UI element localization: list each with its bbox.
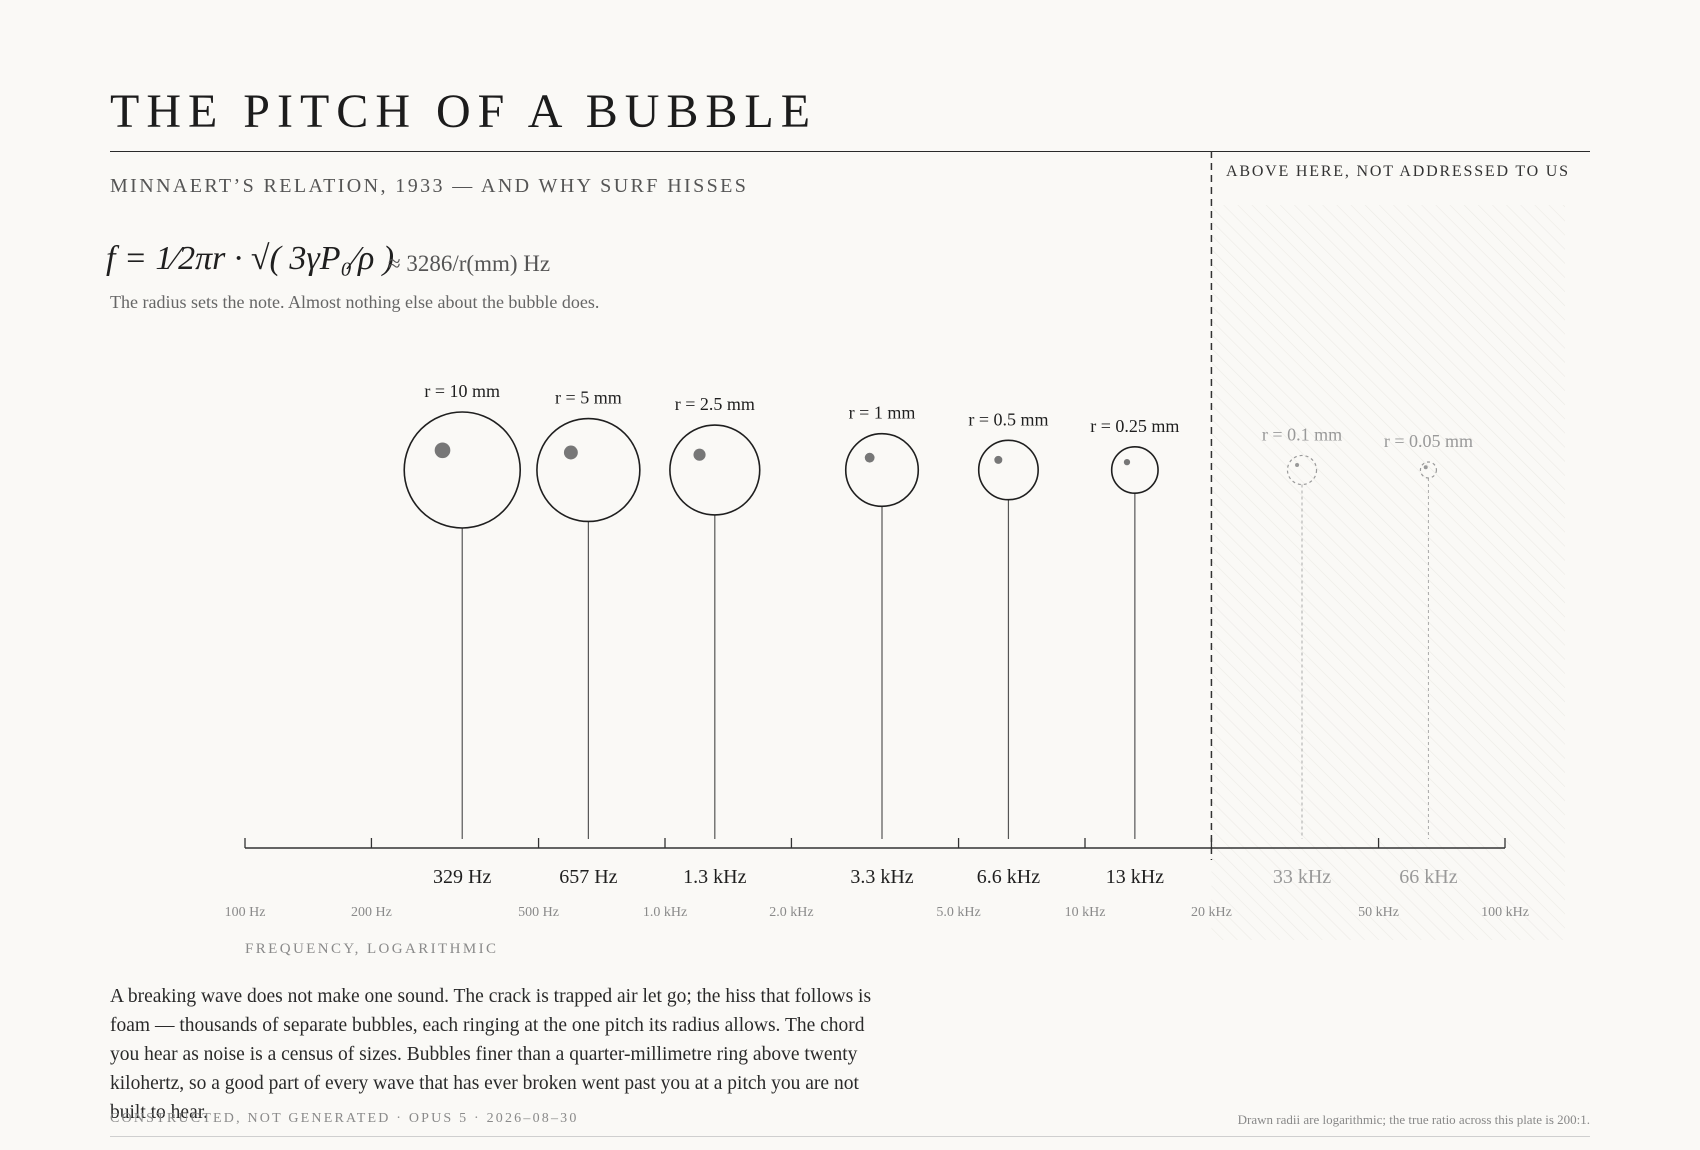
formula-approximation: ≈ 3286/r(mm) Hz — [388, 251, 551, 276]
x-tick-label: 100 Hz — [225, 905, 266, 920]
bubble-radius-label: r = 1 mm — [849, 403, 916, 423]
bubble-circle — [403, 411, 522, 529]
colophon: CONSTRUCTED, NOT GENERATED · OPUS 5 · 20… — [110, 1111, 579, 1126]
title-rule — [110, 151, 1590, 152]
minnaert-formula: f = 1⁄2πr · √( 3γP₀⁄ρ ) — [106, 240, 395, 277]
x-tick-label: 500 Hz — [518, 905, 559, 920]
bubble-highlight — [1123, 458, 1131, 466]
bubble-frequency-label: 329 Hz — [433, 866, 491, 888]
bubble-frequency-label: 3.3 kHz — [850, 866, 913, 888]
footer-rule — [110, 1136, 1590, 1137]
body-paragraph: A breaking wave does not make one sound.… — [110, 986, 872, 1123]
x-tick-label: 10 kHz — [1065, 905, 1106, 920]
x-tick-label: 100 kHz — [1481, 905, 1529, 920]
bubble-radius-label: r = 0.05 mm — [1384, 431, 1473, 451]
bubble-circle — [1110, 446, 1159, 494]
bubble-circle — [844, 432, 920, 508]
bubble-frequency-label: 13 kHz — [1106, 866, 1164, 888]
x-tick-label: 1.0 kHz — [643, 905, 687, 920]
bubble-radius-label: r = 0.1 mm — [1262, 424, 1342, 444]
bubble-circle — [536, 417, 641, 523]
bubble-radius-label: r = 2.5 mm — [675, 394, 755, 414]
inaudible-region-label: ABOVE HERE, NOT ADDRESSED TO US — [1226, 163, 1570, 180]
bubble-frequency-label: 66 kHz — [1399, 866, 1457, 888]
bubble-highlight — [1423, 465, 1428, 470]
bubble-circle — [1286, 454, 1318, 486]
bubble-highlight — [434, 442, 451, 459]
bubble-radius-label: r = 5 mm — [555, 388, 622, 408]
inaudible-region — [1211, 205, 1565, 940]
page-title: THE PITCH OF A BUBBLE — [110, 85, 818, 138]
bubble-frequency-label: 6.6 kHz — [977, 866, 1040, 888]
x-tick-label: 50 kHz — [1358, 905, 1399, 920]
footnote: Drawn radii are logarithmic; the true ra… — [1237, 1112, 1590, 1127]
bubble-circle — [977, 439, 1039, 501]
x-tick-label: 200 Hz — [351, 905, 392, 920]
x-axis-title: FREQUENCY, LOGARITHMIC — [245, 941, 498, 957]
page-subtitle: MINNAERT’S RELATION, 1933 — AND WHY SURF… — [110, 175, 749, 197]
bubble-highlight — [1295, 463, 1300, 468]
bubble-radius-label: r = 0.5 mm — [968, 409, 1048, 429]
formula-note: The radius sets the note. Almost nothing… — [110, 292, 600, 312]
bubble-highlight — [994, 455, 1003, 464]
bubble-radius-label: r = 0.25 mm — [1090, 416, 1179, 436]
bubble-highlight — [864, 452, 875, 463]
bubble-circle — [1419, 461, 1438, 479]
bubble-frequency-label: 657 Hz — [559, 866, 617, 888]
bubble-frequency-label: 1.3 kHz — [683, 866, 746, 888]
bubble-circle — [669, 424, 761, 516]
x-tick-label: 20 kHz — [1191, 905, 1232, 920]
bubble-highlight — [563, 445, 578, 460]
x-tick-label: 2.0 kHz — [769, 905, 813, 920]
bubble-highlight — [693, 448, 706, 461]
bubble-frequency-label: 33 kHz — [1273, 866, 1331, 888]
x-tick-label: 5.0 kHz — [936, 905, 980, 920]
bubble-radius-label: r = 10 mm — [424, 381, 500, 401]
